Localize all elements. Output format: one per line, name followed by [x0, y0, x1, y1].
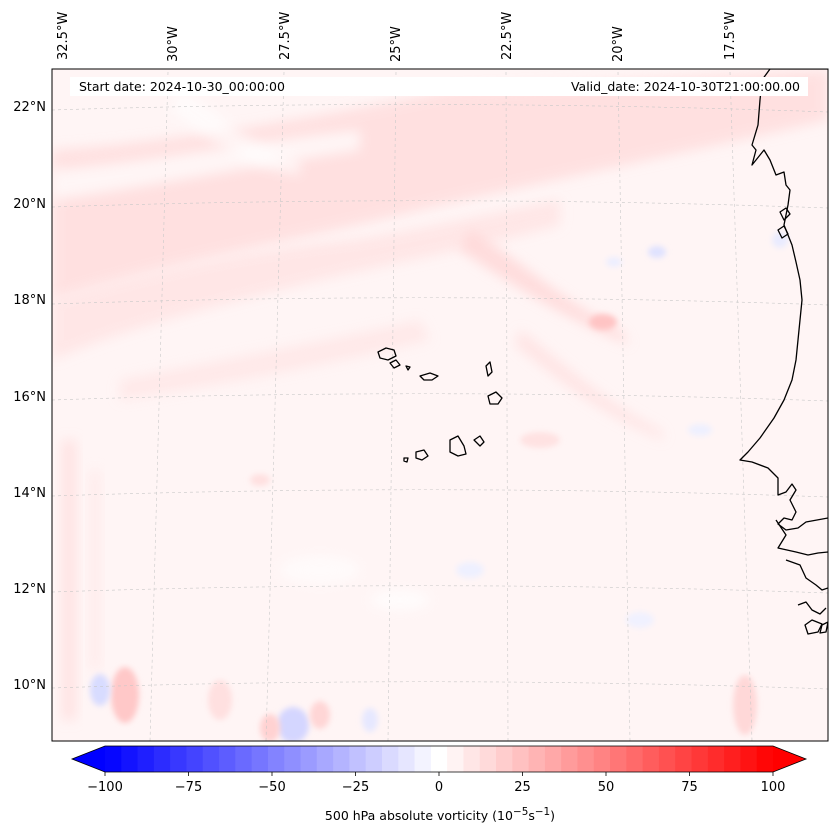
colorbar-swatch: [707, 746, 725, 772]
colorbar-swatch: [186, 746, 204, 772]
colorbar-swatch: [170, 746, 188, 772]
start-date-label: Start date: 2024-10-30_00:00:00: [79, 79, 285, 94]
colorbar-swatch: [284, 746, 302, 772]
colorbar-label: 500 hPa absolute vorticity (10−5s−1): [324, 806, 556, 824]
lon-label: 20°W: [611, 26, 626, 62]
colorbar-extend-max: [773, 746, 806, 772]
colorbar-swatch: [544, 746, 562, 772]
colorbar-swatch: [316, 746, 334, 772]
colorbar-swatch: [740, 746, 758, 772]
colorbar-swatch: [121, 746, 139, 772]
colorbar-swatch: [577, 746, 595, 772]
lat-label: 22°N: [13, 100, 46, 115]
colorbar-swatch: [658, 746, 676, 772]
colorbar-tick-label: 25: [514, 780, 531, 795]
valid-date-label: Valid_date: 2024-10-30T21:00:00.00: [571, 79, 800, 94]
colorbar-swatch: [496, 746, 513, 772]
vorticity-field: [52, 70, 828, 741]
lon-labels: 32.5°W 30°W 27.5°W 25°W 22.5°W 20°W 17.5…: [56, 12, 738, 62]
colorbar-swatch: [626, 746, 644, 772]
colorbar-swatch: [447, 746, 465, 772]
colorbar-swatch: [593, 746, 611, 772]
lon-label: 25°W: [389, 26, 404, 62]
coastline: [377, 69, 828, 635]
colorbar-swatch: [414, 746, 432, 772]
colorbar-swatch: [349, 746, 367, 772]
colorbar-swatch: [300, 746, 318, 772]
colorbar-tick-label: −100: [87, 780, 123, 795]
lat-label: 12°N: [13, 582, 46, 597]
colorbar-swatch: [724, 746, 742, 772]
colorbar-swatch: [675, 746, 693, 772]
colorbar-tick-label: 100: [761, 780, 786, 795]
colorbar-swatch: [267, 746, 285, 772]
lon-label: 27.5°W: [278, 12, 293, 60]
colorbar-tick-label: 50: [598, 780, 615, 795]
colorbar-tick-label: 0: [435, 780, 443, 795]
lon-label: 22.5°W: [500, 12, 515, 60]
colorbar-tick-label: −25: [342, 780, 369, 795]
colorbar-swatch: [561, 746, 579, 772]
colorbar-ticks: −100 −75 −50 −25 0 25 50 75 100: [87, 772, 785, 795]
colorbar-swatch: [463, 746, 481, 772]
colorbar-swatch: [365, 746, 383, 772]
colorbar-swatch: [642, 746, 660, 772]
lat-label: 14°N: [13, 486, 46, 501]
colorbar-swatch: [398, 746, 416, 772]
colorbar-swatch: [202, 746, 220, 772]
colorbar-swatch: [381, 746, 399, 772]
lat-label: 16°N: [13, 390, 46, 405]
lon-label: 32.5°W: [56, 12, 71, 60]
colorbar-swatch: [251, 746, 269, 772]
colorbar-swatch: [479, 746, 497, 772]
lat-label: 18°N: [13, 293, 46, 308]
lon-label: 17.5°W: [723, 12, 738, 60]
colorbar-swatch: [153, 746, 171, 772]
colorbar-swatch: [430, 746, 448, 772]
colorbar-swatch: [219, 746, 236, 772]
colorbar-swatch: [512, 746, 530, 772]
colorbar-swatch: [691, 746, 709, 772]
colorbar: [70, 745, 808, 773]
colorbar-swatch: [137, 746, 155, 772]
colorbar-tick-label: 75: [681, 780, 698, 795]
colorbar-swatch: [528, 746, 546, 772]
header-box: [70, 77, 808, 96]
colorbar-extend-min: [72, 746, 105, 772]
lon-label: 30°W: [166, 26, 181, 62]
colorbar-swatch: [610, 746, 627, 772]
lat-label: 20°N: [13, 197, 46, 212]
colorbar-swatch: [235, 746, 253, 772]
colorbar-swatch: [756, 746, 774, 772]
gridlines: [52, 71, 828, 741]
colorbar-tick-label: −75: [175, 780, 202, 795]
lat-labels: 22°N 20°N 18°N 16°N 14°N 12°N 10°N: [13, 100, 46, 693]
colorbar-swatch: [333, 746, 350, 772]
lat-label: 10°N: [13, 678, 46, 693]
colorbar-tick-label: −50: [258, 780, 285, 795]
map-border: [51, 68, 829, 742]
colorbar-swatch: [105, 746, 122, 772]
